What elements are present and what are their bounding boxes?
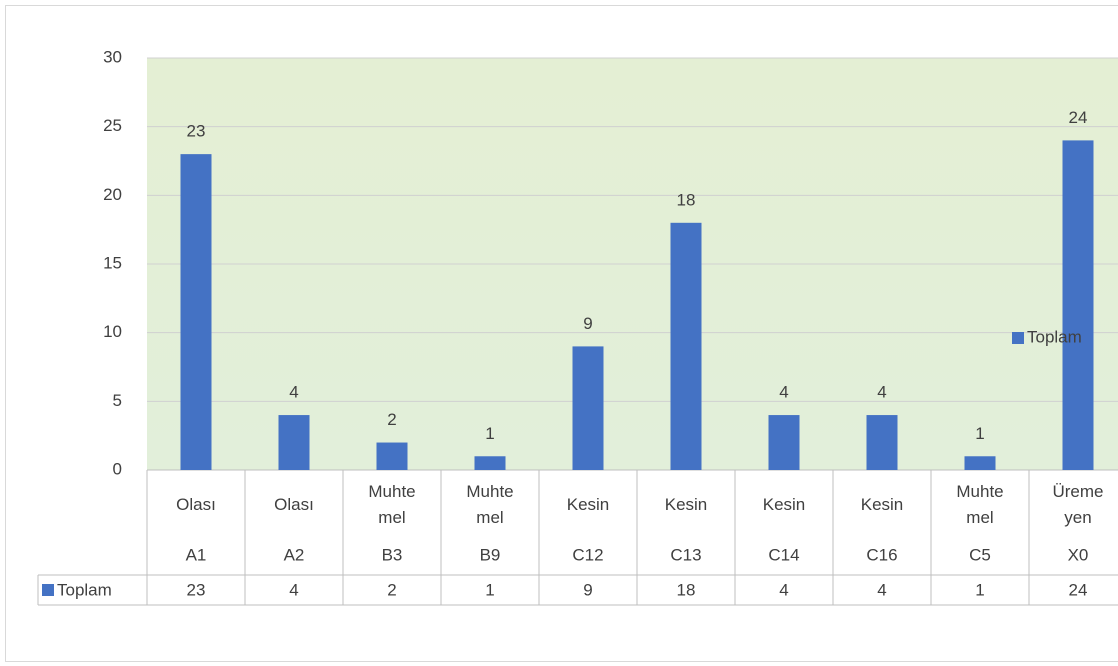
x-tick-label: C12 <box>572 545 603 564</box>
table-value: 2 <box>387 580 396 599</box>
group-label: Olası <box>274 495 314 514</box>
data-label: 24 <box>1069 108 1088 127</box>
group-label: Muhtemel <box>368 482 416 527</box>
table-value: 4 <box>779 580 788 599</box>
table-value: 4 <box>289 580 298 599</box>
group-label-box: Kesin <box>860 495 904 514</box>
table-legend-key <box>42 584 54 596</box>
bar <box>572 346 604 470</box>
group-label: Kesin <box>762 495 806 514</box>
bar <box>278 415 310 470</box>
y-tick-label: 10 <box>103 322 122 341</box>
bar <box>768 415 800 470</box>
table-value: 18 <box>677 580 696 599</box>
x-tick-label: A1 <box>186 545 207 564</box>
group-label-box: Muhtemel <box>956 482 1004 527</box>
bar <box>670 222 702 470</box>
legend-key <box>1012 332 1024 344</box>
group-label-box: Kesin <box>762 495 806 514</box>
table-value: 24 <box>1069 580 1088 599</box>
x-tick-label: X0 <box>1068 545 1089 564</box>
group-label: Kesin <box>566 495 610 514</box>
y-tick-label: 15 <box>103 253 122 272</box>
bar <box>964 456 996 470</box>
table-value: 9 <box>583 580 592 599</box>
data-label: 1 <box>975 424 984 443</box>
data-label: 23 <box>187 122 206 141</box>
data-label: 4 <box>779 383 788 402</box>
x-tick-label: C5 <box>969 545 991 564</box>
group-label-box: Olası <box>176 495 216 514</box>
y-tick-label: 5 <box>113 391 122 410</box>
legend-label: Toplam <box>1027 327 1082 346</box>
group-label: Olası <box>176 495 216 514</box>
data-label: 4 <box>877 383 886 402</box>
table-legend-label: Toplam <box>57 580 112 599</box>
x-tick-label: C16 <box>866 545 897 564</box>
y-tick-label: 0 <box>113 459 122 478</box>
group-label-box: Olası <box>274 495 314 514</box>
group-label: Muhtemel <box>956 482 1004 527</box>
group-label: Kesin <box>664 495 708 514</box>
group-label: Kesin <box>860 495 904 514</box>
group-label-box: Üremeyen <box>1052 482 1104 527</box>
group-label-box: Kesin <box>664 495 708 514</box>
group-label: Muhtemel <box>466 482 514 527</box>
table-value: 1 <box>975 580 984 599</box>
x-tick-label: B9 <box>480 545 501 564</box>
x-tick-label: A2 <box>284 545 305 564</box>
x-tick-label: C13 <box>670 545 701 564</box>
x-tick-label: C14 <box>768 545 799 564</box>
y-tick-label: 30 <box>103 47 122 66</box>
data-label: 9 <box>583 314 592 333</box>
y-tick-label: 20 <box>103 185 122 204</box>
table-value: 4 <box>877 580 886 599</box>
data-label: 4 <box>289 383 298 402</box>
data-label: 18 <box>677 190 696 209</box>
group-label: Üremeyen <box>1052 482 1104 527</box>
data-label: 1 <box>485 424 494 443</box>
bar <box>866 415 898 470</box>
table-value: 1 <box>485 580 494 599</box>
bar <box>180 154 212 470</box>
y-tick-label: 25 <box>103 116 122 135</box>
x-tick-label: B3 <box>382 545 403 564</box>
data-label: 2 <box>387 410 396 429</box>
group-label-box: Kesin <box>566 495 610 514</box>
bar <box>1062 140 1094 470</box>
group-label-box: Muhtemel <box>466 482 514 527</box>
bar <box>474 456 506 470</box>
bar <box>376 442 408 470</box>
table-value: 23 <box>187 580 206 599</box>
group-label-box: Muhtemel <box>368 482 416 527</box>
